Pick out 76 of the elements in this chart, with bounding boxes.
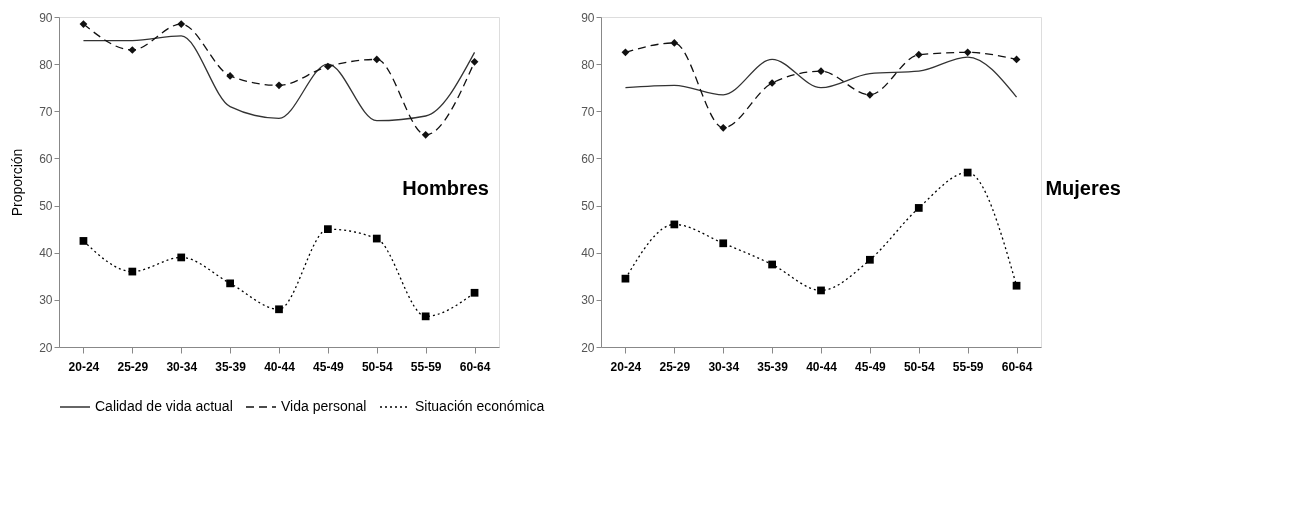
point xyxy=(817,286,825,295)
point xyxy=(1012,281,1021,290)
y-tick-label: 70 xyxy=(581,104,595,119)
point xyxy=(79,237,88,245)
point xyxy=(1012,55,1021,64)
x-tick-label: 60-64 xyxy=(459,359,491,374)
x-tick-label: 30-34 xyxy=(166,359,198,374)
y-tick-label: 90 xyxy=(581,10,595,25)
point xyxy=(128,267,137,276)
x-tick-label: 25-29 xyxy=(659,359,691,374)
annotation: Hombres xyxy=(402,176,489,199)
point xyxy=(670,39,679,47)
x-tick-label: 55-59 xyxy=(410,359,442,374)
point xyxy=(670,220,679,229)
point xyxy=(914,204,923,212)
point xyxy=(372,234,381,243)
point xyxy=(128,46,137,54)
y-tick-label: 90 xyxy=(39,10,53,25)
line-series xyxy=(82,35,476,122)
point xyxy=(275,305,283,314)
point xyxy=(963,168,972,177)
point xyxy=(324,225,332,234)
point xyxy=(866,90,874,99)
legend-label: Vida personal xyxy=(281,398,367,414)
y-tick-label: 30 xyxy=(581,293,595,308)
point xyxy=(470,57,479,66)
x-tick-label: 55-59 xyxy=(952,359,984,374)
x-tick-label: 35-39 xyxy=(757,359,789,374)
point xyxy=(914,50,923,59)
point xyxy=(421,130,430,139)
point xyxy=(324,62,332,71)
point xyxy=(866,255,874,264)
point xyxy=(817,67,825,76)
point xyxy=(79,20,88,28)
point xyxy=(621,274,630,283)
x-tick-label: 20-24 xyxy=(68,359,100,374)
x-tick-label: 20-24 xyxy=(610,359,642,374)
x-tick-label: 45-49 xyxy=(855,359,887,374)
x-tick-label: 45-49 xyxy=(313,359,345,374)
y-tick-label: 50 xyxy=(581,199,595,214)
x-tick-label: 35-39 xyxy=(215,359,247,374)
point xyxy=(768,260,776,269)
text: Mujeres xyxy=(1045,176,1121,199)
point xyxy=(963,48,972,57)
point xyxy=(177,253,186,262)
y-tick-label: 70 xyxy=(39,104,53,119)
point xyxy=(372,55,381,64)
y-tick-label: 50 xyxy=(39,199,53,214)
y-tick-label: 40 xyxy=(39,246,53,261)
point xyxy=(719,239,728,248)
y-tick-label: 80 xyxy=(581,57,595,72)
legend-label: Situación económica xyxy=(415,398,545,414)
point xyxy=(275,81,283,90)
point xyxy=(177,20,186,28)
x-tick-label: 30-34 xyxy=(708,359,740,374)
point xyxy=(226,72,234,80)
legend-label: Calidad de vida actual xyxy=(95,398,233,414)
x-tick-label: 40-44 xyxy=(806,359,838,374)
y-tick-label: 20 xyxy=(581,340,595,355)
x-tick-label: 25-29 xyxy=(117,359,149,374)
point xyxy=(719,123,728,132)
y-tick-label: 60 xyxy=(581,151,595,166)
y-tick-label: 30 xyxy=(39,293,53,308)
y-tick-label: 40 xyxy=(581,246,595,261)
y-tick-label: 60 xyxy=(39,151,53,166)
x-tick-label: 60-64 xyxy=(1001,359,1033,374)
x-tick-label: 50-54 xyxy=(903,359,935,374)
point xyxy=(470,288,479,297)
y-tick-label: 20 xyxy=(39,340,53,355)
y-tick-label: 80 xyxy=(39,57,53,72)
point xyxy=(421,312,430,321)
point xyxy=(621,48,630,57)
y-axis-title: Proporción xyxy=(9,148,26,217)
x-tick-label: 50-54 xyxy=(361,359,393,374)
x-tick-label: 40-44 xyxy=(264,359,296,374)
point xyxy=(226,279,234,288)
